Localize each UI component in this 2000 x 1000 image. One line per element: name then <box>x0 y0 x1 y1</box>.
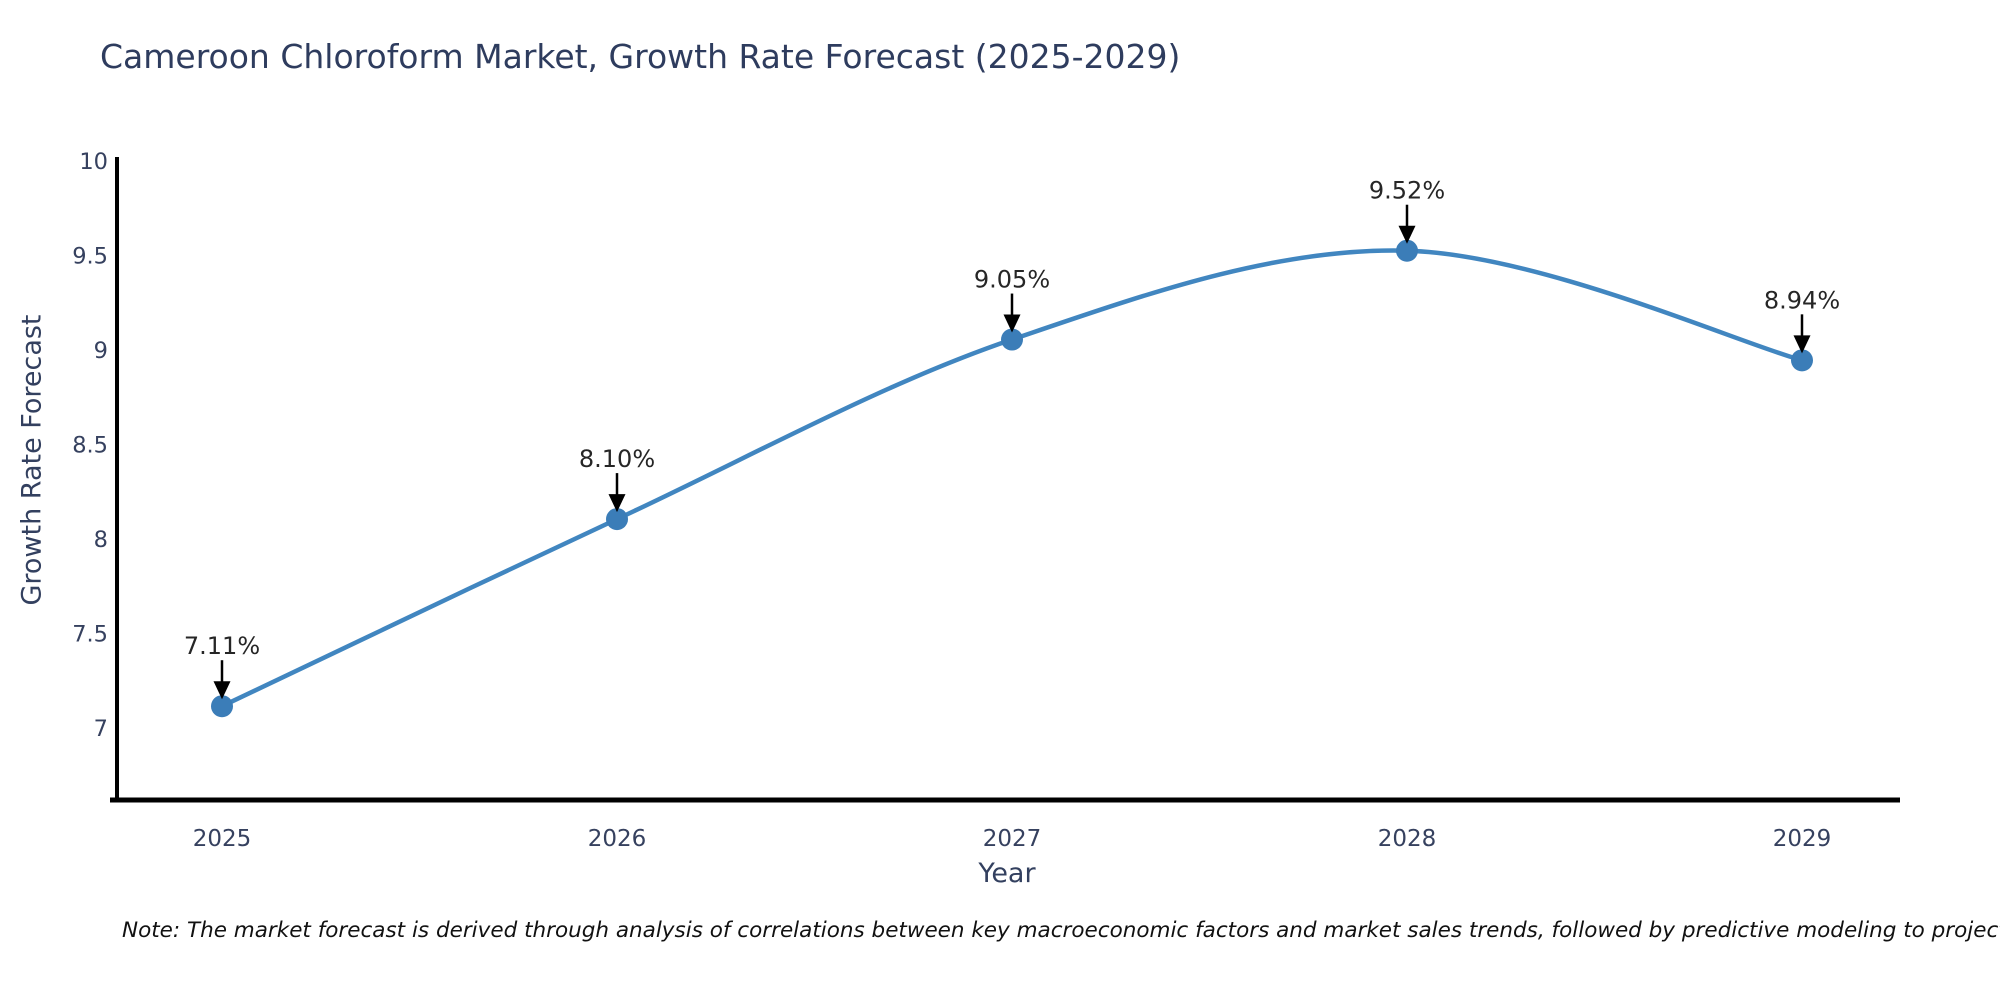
y-tick-label: 8 <box>94 527 108 553</box>
chart-title: Cameroon Chloroform Market, Growth Rate … <box>100 37 1181 76</box>
point-value-label: 8.10% <box>579 445 655 473</box>
y-tick-label: 10 <box>79 149 108 175</box>
x-tick-label: 2026 <box>588 826 647 852</box>
annotation-arrowhead <box>1003 314 1021 333</box>
x-tick-label: 2025 <box>193 826 252 852</box>
y-tick-label: 9.5 <box>72 244 108 270</box>
annotation-arrowhead <box>608 494 626 513</box>
x-tick-label: 2027 <box>983 826 1042 852</box>
x-tick-label: 2028 <box>1378 826 1437 852</box>
point-value-label: 7.11% <box>184 632 260 660</box>
footnote: Note: The market forecast is derived thr… <box>122 918 2000 943</box>
annotation-arrowhead <box>213 681 231 700</box>
x-tick-label: 2029 <box>1773 826 1832 852</box>
x-axis-title: Year <box>978 858 1036 889</box>
annotation-arrowhead <box>1793 335 1811 354</box>
y-tick-label: 9 <box>94 338 108 364</box>
data-point-marker <box>606 508 628 531</box>
y-tick-label: 7 <box>94 716 108 742</box>
point-value-label: 9.52% <box>1369 177 1445 205</box>
y-tick-label: 8.5 <box>72 433 108 459</box>
y-tick-label: 7.5 <box>72 622 108 648</box>
point-value-label: 9.05% <box>974 266 1050 294</box>
point-value-label: 8.94% <box>1764 286 1840 314</box>
data-point-marker <box>1396 239 1418 262</box>
data-point-marker <box>211 695 233 718</box>
data-point-marker <box>1001 328 1023 351</box>
annotation-arrowhead <box>1398 225 1416 244</box>
data-point-marker <box>1791 349 1813 372</box>
